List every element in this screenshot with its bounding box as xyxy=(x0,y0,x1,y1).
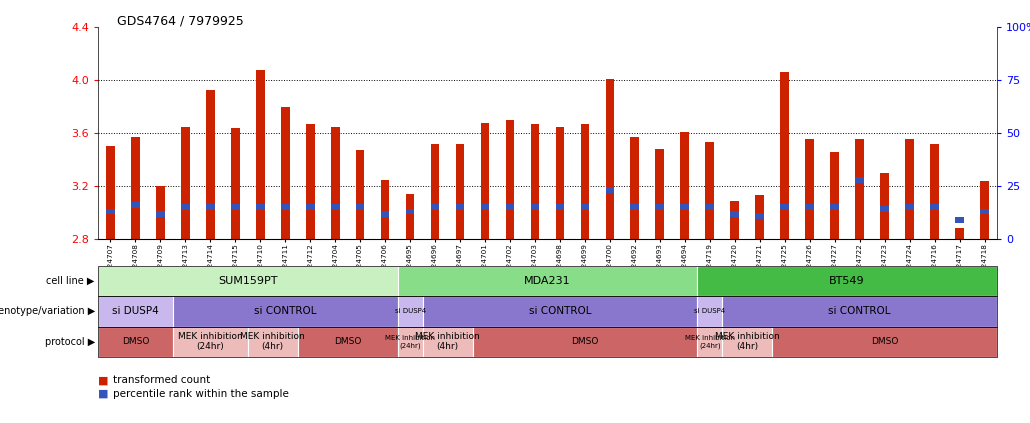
Text: ■: ■ xyxy=(98,375,112,385)
Bar xyxy=(555,126,564,239)
Bar xyxy=(306,124,314,239)
Text: MEK inhibition
(24hr): MEK inhibition (24hr) xyxy=(385,335,435,349)
Bar xyxy=(355,151,365,239)
Bar xyxy=(530,124,540,239)
Text: GDS4764 / 7979925: GDS4764 / 7979925 xyxy=(116,15,244,28)
Bar xyxy=(655,149,664,239)
Bar xyxy=(506,204,514,210)
Bar xyxy=(606,187,614,193)
Bar xyxy=(331,204,340,210)
Bar xyxy=(730,211,740,217)
Bar xyxy=(555,204,564,210)
Text: MEK inhibition
(24hr): MEK inhibition (24hr) xyxy=(178,332,243,352)
Bar xyxy=(181,204,190,210)
Text: MEK inhibition
(4hr): MEK inhibition (4hr) xyxy=(240,332,305,352)
Text: si DUSP4: si DUSP4 xyxy=(694,308,725,314)
Bar xyxy=(231,128,240,239)
Bar xyxy=(881,173,889,239)
Text: percentile rank within the sample: percentile rank within the sample xyxy=(113,389,289,399)
Bar xyxy=(805,204,814,210)
Text: BT549: BT549 xyxy=(829,276,865,286)
Bar xyxy=(131,137,140,239)
Bar xyxy=(306,204,314,210)
Bar xyxy=(706,204,714,210)
Bar xyxy=(530,204,540,210)
Bar xyxy=(481,123,489,239)
Bar xyxy=(355,204,365,210)
Bar xyxy=(630,137,640,239)
Bar xyxy=(481,204,489,210)
Bar xyxy=(131,202,140,208)
Bar xyxy=(581,204,589,210)
Bar xyxy=(881,206,889,212)
Bar xyxy=(106,209,114,214)
Text: MEK inhibition
(24hr): MEK inhibition (24hr) xyxy=(685,335,734,349)
Bar xyxy=(981,209,989,214)
Bar xyxy=(431,144,440,239)
Bar xyxy=(855,139,864,239)
Bar xyxy=(681,204,689,210)
Bar xyxy=(855,177,864,183)
Bar xyxy=(281,204,289,210)
Bar xyxy=(830,204,839,210)
Bar xyxy=(755,195,764,239)
Bar xyxy=(905,204,914,210)
Text: si DUSP4: si DUSP4 xyxy=(112,306,159,316)
Text: DMSO: DMSO xyxy=(572,337,598,346)
Bar xyxy=(206,204,214,210)
Text: DMSO: DMSO xyxy=(334,337,362,346)
Bar xyxy=(406,194,414,239)
Bar xyxy=(156,186,165,239)
Bar xyxy=(781,72,789,239)
Bar xyxy=(730,201,740,239)
Bar xyxy=(231,204,240,210)
Bar xyxy=(455,204,465,210)
Text: cell line ▶: cell line ▶ xyxy=(46,276,95,286)
Bar xyxy=(581,124,589,239)
Bar xyxy=(981,181,989,239)
Bar xyxy=(755,213,764,219)
Bar xyxy=(681,132,689,239)
Bar xyxy=(255,204,265,210)
Bar xyxy=(206,90,214,239)
Text: MEK inhibition
(4hr): MEK inhibition (4hr) xyxy=(415,332,480,352)
Bar xyxy=(955,228,964,239)
Text: ■: ■ xyxy=(98,389,112,399)
Bar xyxy=(455,144,465,239)
Bar xyxy=(281,107,289,239)
Bar xyxy=(830,152,839,239)
Bar xyxy=(381,211,389,217)
Bar xyxy=(930,204,939,210)
Bar xyxy=(381,179,389,239)
Text: genotype/variation ▶: genotype/variation ▶ xyxy=(0,306,95,316)
Bar xyxy=(630,204,640,210)
Text: si CONTROL: si CONTROL xyxy=(254,306,316,316)
Bar xyxy=(606,79,614,239)
Text: transformed count: transformed count xyxy=(113,375,210,385)
Bar xyxy=(955,217,964,223)
Bar xyxy=(930,144,939,239)
Text: MEK inhibition
(4hr): MEK inhibition (4hr) xyxy=(715,332,780,352)
Text: DMSO: DMSO xyxy=(871,337,898,346)
Text: protocol ▶: protocol ▶ xyxy=(44,337,95,347)
Bar xyxy=(506,120,514,239)
Text: si CONTROL: si CONTROL xyxy=(528,306,591,316)
Text: si DUSP4: si DUSP4 xyxy=(394,308,425,314)
Bar xyxy=(331,126,340,239)
Bar xyxy=(181,126,190,239)
Text: SUM159PT: SUM159PT xyxy=(218,276,277,286)
Bar xyxy=(255,70,265,239)
Text: si CONTROL: si CONTROL xyxy=(828,306,891,316)
Bar xyxy=(106,146,114,239)
Text: DMSO: DMSO xyxy=(122,337,149,346)
Text: MDA231: MDA231 xyxy=(524,276,571,286)
Bar xyxy=(156,211,165,217)
Bar xyxy=(655,204,664,210)
Bar xyxy=(781,204,789,210)
Bar xyxy=(706,143,714,239)
Bar xyxy=(905,139,914,239)
Bar xyxy=(805,139,814,239)
Bar xyxy=(406,209,414,214)
Bar xyxy=(431,204,440,210)
